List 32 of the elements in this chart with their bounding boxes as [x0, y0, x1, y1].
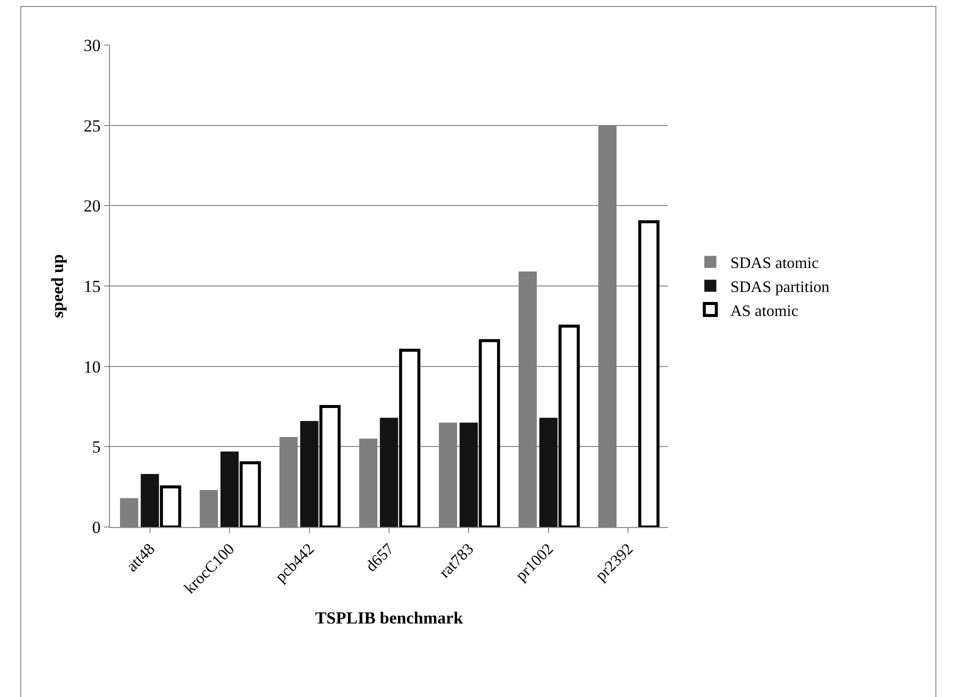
y-tick-label: 30 — [84, 36, 101, 55]
legend-label: AS atomic — [730, 302, 798, 320]
bar — [140, 474, 159, 527]
bar — [279, 437, 298, 527]
bar — [638, 220, 660, 527]
bar — [359, 438, 378, 527]
bar — [300, 420, 318, 527]
bar — [438, 422, 458, 527]
bar — [399, 348, 420, 527]
bar — [160, 485, 182, 527]
bar — [200, 490, 218, 527]
bar — [478, 339, 500, 527]
legend-label: SDAS partition — [730, 278, 830, 296]
y-tick-label: 15 — [84, 276, 101, 296]
bar — [558, 324, 580, 527]
y-tick-label: 0 — [92, 518, 101, 537]
x-axis-title: TSPLIB benchmark — [315, 608, 464, 628]
bar — [539, 418, 558, 527]
y-tick-label: 10 — [84, 357, 101, 376]
bar — [120, 498, 138, 527]
bar — [598, 125, 617, 527]
y-tick-label: 25 — [84, 116, 101, 136]
bar — [319, 405, 341, 527]
y-axis-title: speed up — [48, 254, 68, 318]
bar — [460, 422, 478, 527]
bar — [380, 418, 398, 527]
bar — [518, 272, 537, 527]
y-tick-label: 5 — [92, 438, 101, 457]
legend-label: SDAS atomic — [730, 255, 819, 272]
y-tick-label: 20 — [84, 196, 101, 216]
bar — [220, 451, 239, 527]
bar — [240, 461, 261, 527]
